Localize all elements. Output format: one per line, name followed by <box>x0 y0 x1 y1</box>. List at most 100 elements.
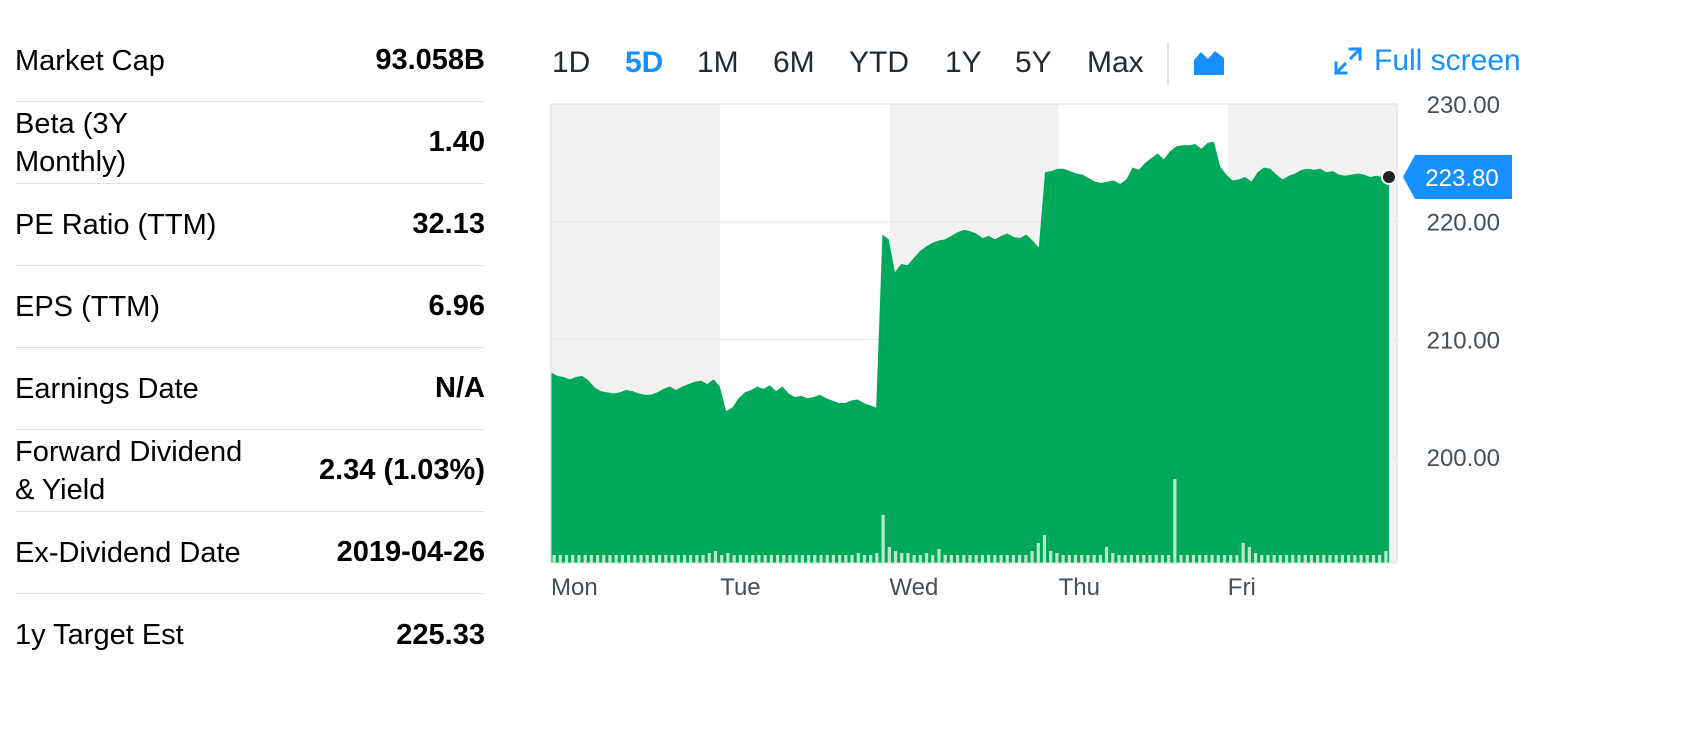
volume-bar <box>713 551 718 563</box>
volume-bar <box>838 555 842 563</box>
volume-bar <box>1123 555 1127 563</box>
volume-bar <box>1005 555 1009 563</box>
volume-bar <box>1055 553 1059 563</box>
range-button-5y[interactable]: 5Y <box>1015 46 1052 79</box>
volume-bar <box>1129 555 1133 563</box>
volume-bar <box>651 555 656 563</box>
price-tag-bubble <box>1403 154 1512 199</box>
range-selector: 1D 5D 1M 6M YTD 1Y 5Y Max Full screen <box>550 38 1530 90</box>
volume-bar <box>800 555 805 563</box>
volume-bar <box>1284 555 1289 563</box>
range-divider <box>1167 42 1169 84</box>
volume-bar <box>943 555 947 563</box>
volume-bar <box>1291 555 1295 563</box>
volume-bar <box>831 555 836 563</box>
stat-label: PE Ratio (TTM) <box>15 208 217 241</box>
volume-bar <box>1148 555 1152 563</box>
volume-bar <box>1061 555 1065 563</box>
volume-bar <box>738 555 742 563</box>
y-tick-label: 210.00 <box>1427 327 1500 354</box>
volume-bar <box>1073 555 1078 563</box>
range-button-1d[interactable]: 1D <box>552 46 591 79</box>
volume-bar <box>850 555 854 563</box>
volume-bar <box>682 555 687 563</box>
volume-bar <box>695 555 699 563</box>
volume-bar <box>769 555 773 563</box>
current-price-label: 223.80 <box>1425 165 1498 192</box>
stat-value: 32.13 <box>412 208 485 240</box>
stat-label: EPS (TTM) <box>15 290 160 323</box>
volume-bar <box>676 555 680 563</box>
volume-bar <box>1229 555 1233 563</box>
volume-bar <box>558 555 562 563</box>
volume-bar <box>931 555 935 563</box>
volume-bar <box>707 553 711 563</box>
volume-bar <box>1384 551 1388 563</box>
volume-bar <box>794 555 798 563</box>
volume-bar <box>1098 555 1102 563</box>
expand-icon <box>1334 47 1362 75</box>
volume-bar <box>1353 555 1357 563</box>
volume-bar <box>807 555 811 563</box>
volume-bar <box>564 555 569 563</box>
volume-bar <box>1210 555 1214 563</box>
volume-bar <box>1241 543 1245 563</box>
volume-bar <box>887 547 891 563</box>
range-button-max[interactable]: Max <box>1087 46 1144 79</box>
x-tick-label: Thu <box>1059 574 1100 601</box>
price-area <box>551 141 1389 563</box>
range-button-1m[interactable]: 1M <box>697 46 739 79</box>
range-button-6m[interactable]: 6M <box>773 46 815 79</box>
volume-bar <box>1247 547 1251 563</box>
y-tick-label: 230.00 <box>1427 92 1500 119</box>
volume-bars <box>552 479 1388 563</box>
stat-value: 225.33 <box>396 618 485 651</box>
volume-bar <box>893 551 898 563</box>
volume-bar <box>1340 555 1345 563</box>
range-button-5d[interactable]: 5D <box>625 46 664 79</box>
volume-bar <box>1135 555 1140 563</box>
volume-bar <box>751 555 755 563</box>
stat-row-ex-dividend-date: Ex-Dividend Date 2019-04-26 <box>15 512 485 594</box>
range-button-1y[interactable]: 1Y <box>945 46 982 79</box>
volume-bar <box>1371 555 1376 563</box>
stat-value: N/A <box>435 372 485 404</box>
volume-bar <box>987 555 991 563</box>
volume-bar <box>1347 555 1351 563</box>
volume-bar <box>1092 555 1096 563</box>
x-tick-label: Wed <box>889 574 938 601</box>
volume-bar <box>788 555 792 563</box>
volume-bar <box>1322 555 1326 563</box>
volume-bar <box>1067 555 1071 563</box>
volume-bar <box>639 555 643 563</box>
y-tick-label: 220.00 <box>1427 210 1500 237</box>
volume-bar <box>869 555 873 563</box>
volume-bar <box>626 555 631 563</box>
volume-bar <box>701 555 705 563</box>
volume-bar <box>912 555 916 563</box>
x-tick-label: Fri <box>1228 574 1256 601</box>
stat-label: Beta (3Y Monthly) <box>15 107 128 178</box>
volume-bar <box>1272 555 1276 563</box>
stat-label: Earnings Date <box>15 372 199 405</box>
range-button-ytd[interactable]: YTD <box>849 46 909 79</box>
volume-bar <box>589 555 593 563</box>
volume-bar <box>1104 547 1109 563</box>
volume-bar <box>1111 553 1115 563</box>
volume-bar <box>1266 555 1270 563</box>
volume-bar <box>1080 555 1084 563</box>
volume-bar <box>844 555 848 563</box>
volume-bar <box>937 549 941 563</box>
volume-bar <box>1086 555 1090 563</box>
volume-bar <box>1173 479 1177 563</box>
volume-bar <box>1204 555 1208 563</box>
fullscreen-button[interactable]: Full screen <box>1334 44 1521 78</box>
volume-bar <box>670 555 674 563</box>
area-chart-icon[interactable] <box>1193 48 1225 81</box>
volume-bar <box>1235 555 1239 563</box>
volume-bar <box>744 555 749 563</box>
volume-bar <box>1191 555 1196 563</box>
volume-bar <box>726 553 730 563</box>
volume-bar <box>782 555 786 563</box>
